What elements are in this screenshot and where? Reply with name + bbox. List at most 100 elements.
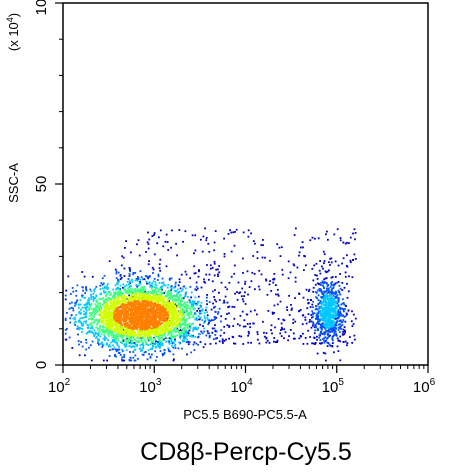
event-point xyxy=(134,343,137,346)
event-point xyxy=(127,342,130,344)
event-point xyxy=(322,281,324,284)
event-point xyxy=(241,298,244,301)
event-point xyxy=(122,340,125,342)
event-point xyxy=(335,334,338,337)
event-point xyxy=(172,321,175,324)
event-point xyxy=(334,305,337,308)
event-point xyxy=(194,313,197,316)
event-point xyxy=(171,295,174,298)
event-point xyxy=(176,254,178,257)
event-point xyxy=(137,310,139,313)
event-point xyxy=(81,294,84,297)
event-point xyxy=(103,274,106,277)
event-point xyxy=(156,356,158,358)
event-point xyxy=(75,303,77,306)
event-point xyxy=(337,339,340,342)
event-point xyxy=(142,330,145,332)
event-point xyxy=(315,292,318,294)
event-point xyxy=(345,312,348,315)
event-point xyxy=(149,328,152,331)
event-point xyxy=(112,307,115,309)
event-point xyxy=(331,327,334,329)
event-point xyxy=(316,308,319,311)
event-point xyxy=(302,246,304,249)
event-point xyxy=(269,259,271,262)
event-point xyxy=(208,301,211,303)
event-point xyxy=(107,330,110,333)
event-point xyxy=(345,304,347,307)
event-point xyxy=(132,334,135,337)
event-point xyxy=(166,303,169,305)
event-point xyxy=(326,341,329,344)
event-point xyxy=(149,338,151,341)
event-point xyxy=(173,289,176,292)
event-point xyxy=(187,296,189,298)
event-point xyxy=(69,293,72,295)
event-point xyxy=(320,309,322,312)
event-point xyxy=(252,255,255,257)
event-point xyxy=(151,331,153,334)
event-point xyxy=(110,299,113,302)
event-point xyxy=(327,310,330,312)
event-point xyxy=(125,291,128,294)
event-point xyxy=(145,314,147,317)
event-point xyxy=(331,319,334,322)
event-point xyxy=(180,334,183,337)
event-point xyxy=(127,278,130,280)
event-point xyxy=(332,322,335,325)
event-point xyxy=(172,310,175,313)
event-point xyxy=(169,329,172,331)
event-point xyxy=(331,314,333,317)
event-point xyxy=(161,328,163,331)
event-point xyxy=(147,247,150,250)
event-point xyxy=(192,327,195,329)
event-point xyxy=(128,267,131,269)
event-point xyxy=(128,338,131,341)
event-point xyxy=(114,305,116,308)
event-point xyxy=(85,289,88,292)
event-point xyxy=(96,310,98,313)
event-point xyxy=(111,295,114,298)
event-point xyxy=(169,305,172,308)
event-point xyxy=(290,304,292,306)
event-point xyxy=(162,281,165,284)
event-point xyxy=(88,309,90,311)
event-point xyxy=(169,286,172,288)
event-point xyxy=(344,271,347,274)
event-point xyxy=(352,323,355,325)
event-point xyxy=(77,340,80,342)
event-point xyxy=(79,299,82,302)
event-point xyxy=(210,319,213,322)
event-point xyxy=(175,330,178,333)
event-point xyxy=(203,327,205,330)
event-point xyxy=(183,316,186,319)
event-point xyxy=(352,259,354,261)
event-point xyxy=(149,327,152,329)
event-point xyxy=(344,308,346,310)
event-point xyxy=(156,293,159,296)
event-point xyxy=(137,304,140,307)
event-point xyxy=(329,318,331,320)
event-point xyxy=(295,227,297,230)
event-point xyxy=(157,301,160,304)
event-point xyxy=(88,315,91,318)
event-point xyxy=(114,293,117,296)
event-point xyxy=(214,289,216,291)
event-point xyxy=(165,233,168,236)
event-point xyxy=(217,311,220,313)
event-point xyxy=(138,322,141,325)
event-point xyxy=(167,318,170,321)
event-point xyxy=(95,285,98,288)
event-point xyxy=(93,290,96,293)
event-point xyxy=(279,300,282,303)
event-point xyxy=(154,281,157,284)
event-point xyxy=(180,309,182,311)
event-point xyxy=(150,315,153,318)
event-point xyxy=(317,299,320,301)
event-point xyxy=(90,290,93,293)
event-point xyxy=(98,321,101,323)
event-point xyxy=(161,317,164,320)
event-point xyxy=(175,290,178,293)
event-point xyxy=(140,308,142,311)
event-point xyxy=(172,286,175,289)
